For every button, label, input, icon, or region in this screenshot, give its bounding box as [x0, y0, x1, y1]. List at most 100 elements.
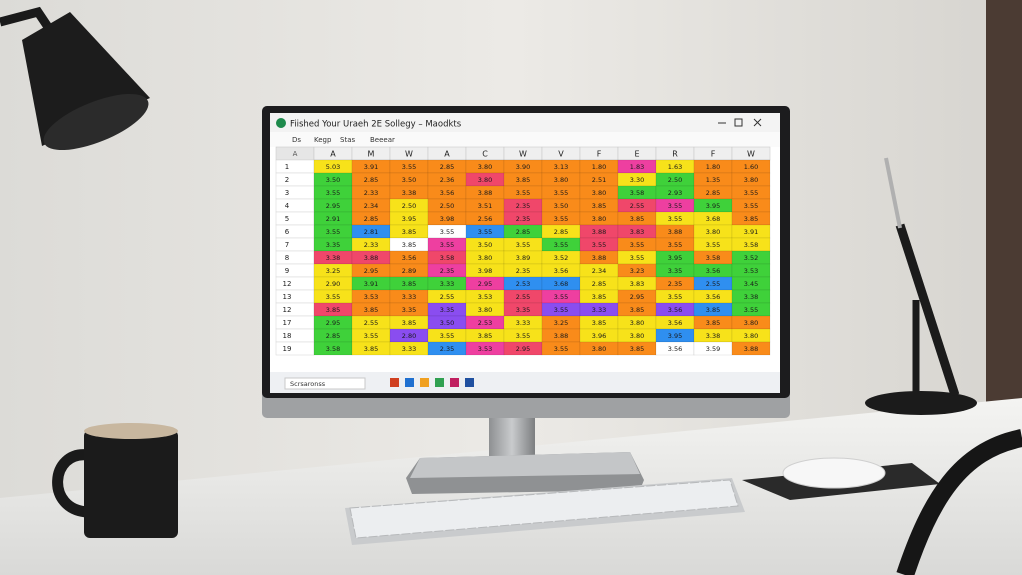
cell-value: 3.80	[592, 215, 606, 223]
cell-value: 3.95	[402, 215, 416, 223]
cell-value: 3.56	[706, 293, 720, 301]
cell-value: 3.88	[592, 254, 606, 262]
stand-arm	[895, 223, 960, 397]
cell-value: 3.85	[516, 176, 530, 184]
cell-value: 1.35	[706, 176, 720, 184]
cell-value: 3.85	[592, 293, 606, 301]
cell-value: 2.50	[668, 176, 682, 184]
cell-value: 3.51	[478, 202, 492, 210]
cell-value: 3.56	[668, 319, 682, 327]
cell-value: 3.53	[744, 267, 758, 275]
row-label: 13	[283, 293, 292, 301]
taskbar-icon[interactable]	[405, 378, 414, 387]
toolbar-item[interactable]: Kegp	[314, 136, 332, 144]
cell-value: 3.55	[440, 332, 454, 340]
cell-value: 2.85	[554, 228, 568, 236]
cell-value: 3.53	[364, 293, 378, 301]
cell-value: 2.53	[516, 280, 530, 288]
cell-value: 3.56	[706, 267, 720, 275]
cell-value: 3.25	[554, 319, 568, 327]
column-label: R	[672, 150, 678, 159]
cell-value: 3.13	[554, 163, 568, 171]
cell-value: 2.33	[364, 189, 378, 197]
cell-value: 3.85	[744, 215, 758, 223]
cell-value: 3.38	[326, 254, 340, 262]
cell-value: 3.50	[440, 319, 454, 327]
cell-value: 3.33	[592, 306, 606, 314]
taskbar-icon[interactable]	[435, 378, 444, 387]
cell-value: 2.55	[440, 293, 454, 301]
cell-value: 3.55	[440, 241, 454, 249]
taskbar-icon[interactable]	[465, 378, 474, 387]
maximize-button[interactable]	[734, 118, 743, 127]
row-label: 1	[285, 163, 289, 171]
cell-value: 2.36	[440, 176, 454, 184]
cell-value: 3.85	[630, 215, 644, 223]
cell-value: 3.58	[630, 189, 644, 197]
cell-value: 1.83	[630, 163, 644, 171]
cell-value: 3.55	[744, 306, 758, 314]
cell-value: 3.33	[516, 319, 530, 327]
cell[interactable]	[731, 341, 771, 356]
cell-value: 3.23	[630, 267, 644, 275]
cell-value: 3.80	[478, 306, 492, 314]
cell-value: 3.88	[554, 332, 568, 340]
cell-value: 3.50	[554, 202, 568, 210]
cell-value: 3.35	[402, 306, 416, 314]
cell-value: 2.80	[402, 332, 416, 340]
column-label: C	[482, 150, 488, 159]
cell-value: 3.89	[516, 254, 530, 262]
row-label: 2	[285, 176, 289, 184]
cell-value: 2.89	[402, 267, 416, 275]
cell-value: 3.55	[668, 202, 682, 210]
cell-value: 3.55	[630, 254, 644, 262]
cell-value: 2.95	[478, 280, 492, 288]
cell-value: 3.91	[364, 280, 378, 288]
stand-base	[865, 391, 977, 415]
cell-value: 3.88	[364, 254, 378, 262]
cell-value: 3.56	[668, 345, 682, 353]
cell-value: 3.33	[402, 345, 416, 353]
taskbar-icon[interactable]	[450, 378, 459, 387]
cell-value: 3.55	[554, 241, 568, 249]
toolbar-item[interactable]: Stas	[340, 136, 355, 144]
column-label: F	[597, 150, 602, 159]
row-label: 12	[283, 306, 292, 314]
cell-value: 3.55	[554, 293, 568, 301]
monitor-base-top	[410, 452, 640, 478]
search-box[interactable]	[284, 377, 366, 390]
cell-value: 1.80	[706, 163, 720, 171]
cell-value: 3.55	[516, 189, 530, 197]
row-header	[275, 224, 315, 239]
cell-value: 3.38	[402, 189, 416, 197]
cell-value: 3.55	[668, 241, 682, 249]
cell-value: 2.93	[668, 189, 682, 197]
mouse	[782, 457, 886, 489]
cell-value: 2.35	[516, 202, 530, 210]
taskbar-icon[interactable]	[420, 378, 429, 387]
taskbar-icon[interactable]	[390, 378, 399, 387]
cell-value: 3.35	[668, 267, 682, 275]
cell-value: 2.50	[402, 202, 416, 210]
cell-value: 3.85	[630, 306, 644, 314]
cell-value: 3.33	[402, 293, 416, 301]
cell-value: 3.38	[744, 293, 758, 301]
cell-value: 3.80	[478, 176, 492, 184]
toolbar-item[interactable]: Beeear	[370, 136, 395, 144]
cell-value: 1.80	[592, 163, 606, 171]
cell-value: 3.68	[554, 280, 568, 288]
cell-value: 3.55	[592, 241, 606, 249]
cell-value: 3.33	[440, 280, 454, 288]
cell-value: 2.55	[364, 319, 378, 327]
row-label: 9	[285, 267, 289, 275]
column-label: V	[558, 150, 564, 159]
cell-value: 5.03	[326, 163, 340, 171]
close-button[interactable]	[753, 118, 762, 127]
cell-value: 3.85	[706, 306, 720, 314]
toolbar-item[interactable]: Ds	[292, 136, 301, 144]
cell-value: 2.85	[516, 228, 530, 236]
cell-value: 3.35	[440, 306, 454, 314]
cell-value: 3.80	[744, 176, 758, 184]
cell-value: 3.55	[744, 202, 758, 210]
